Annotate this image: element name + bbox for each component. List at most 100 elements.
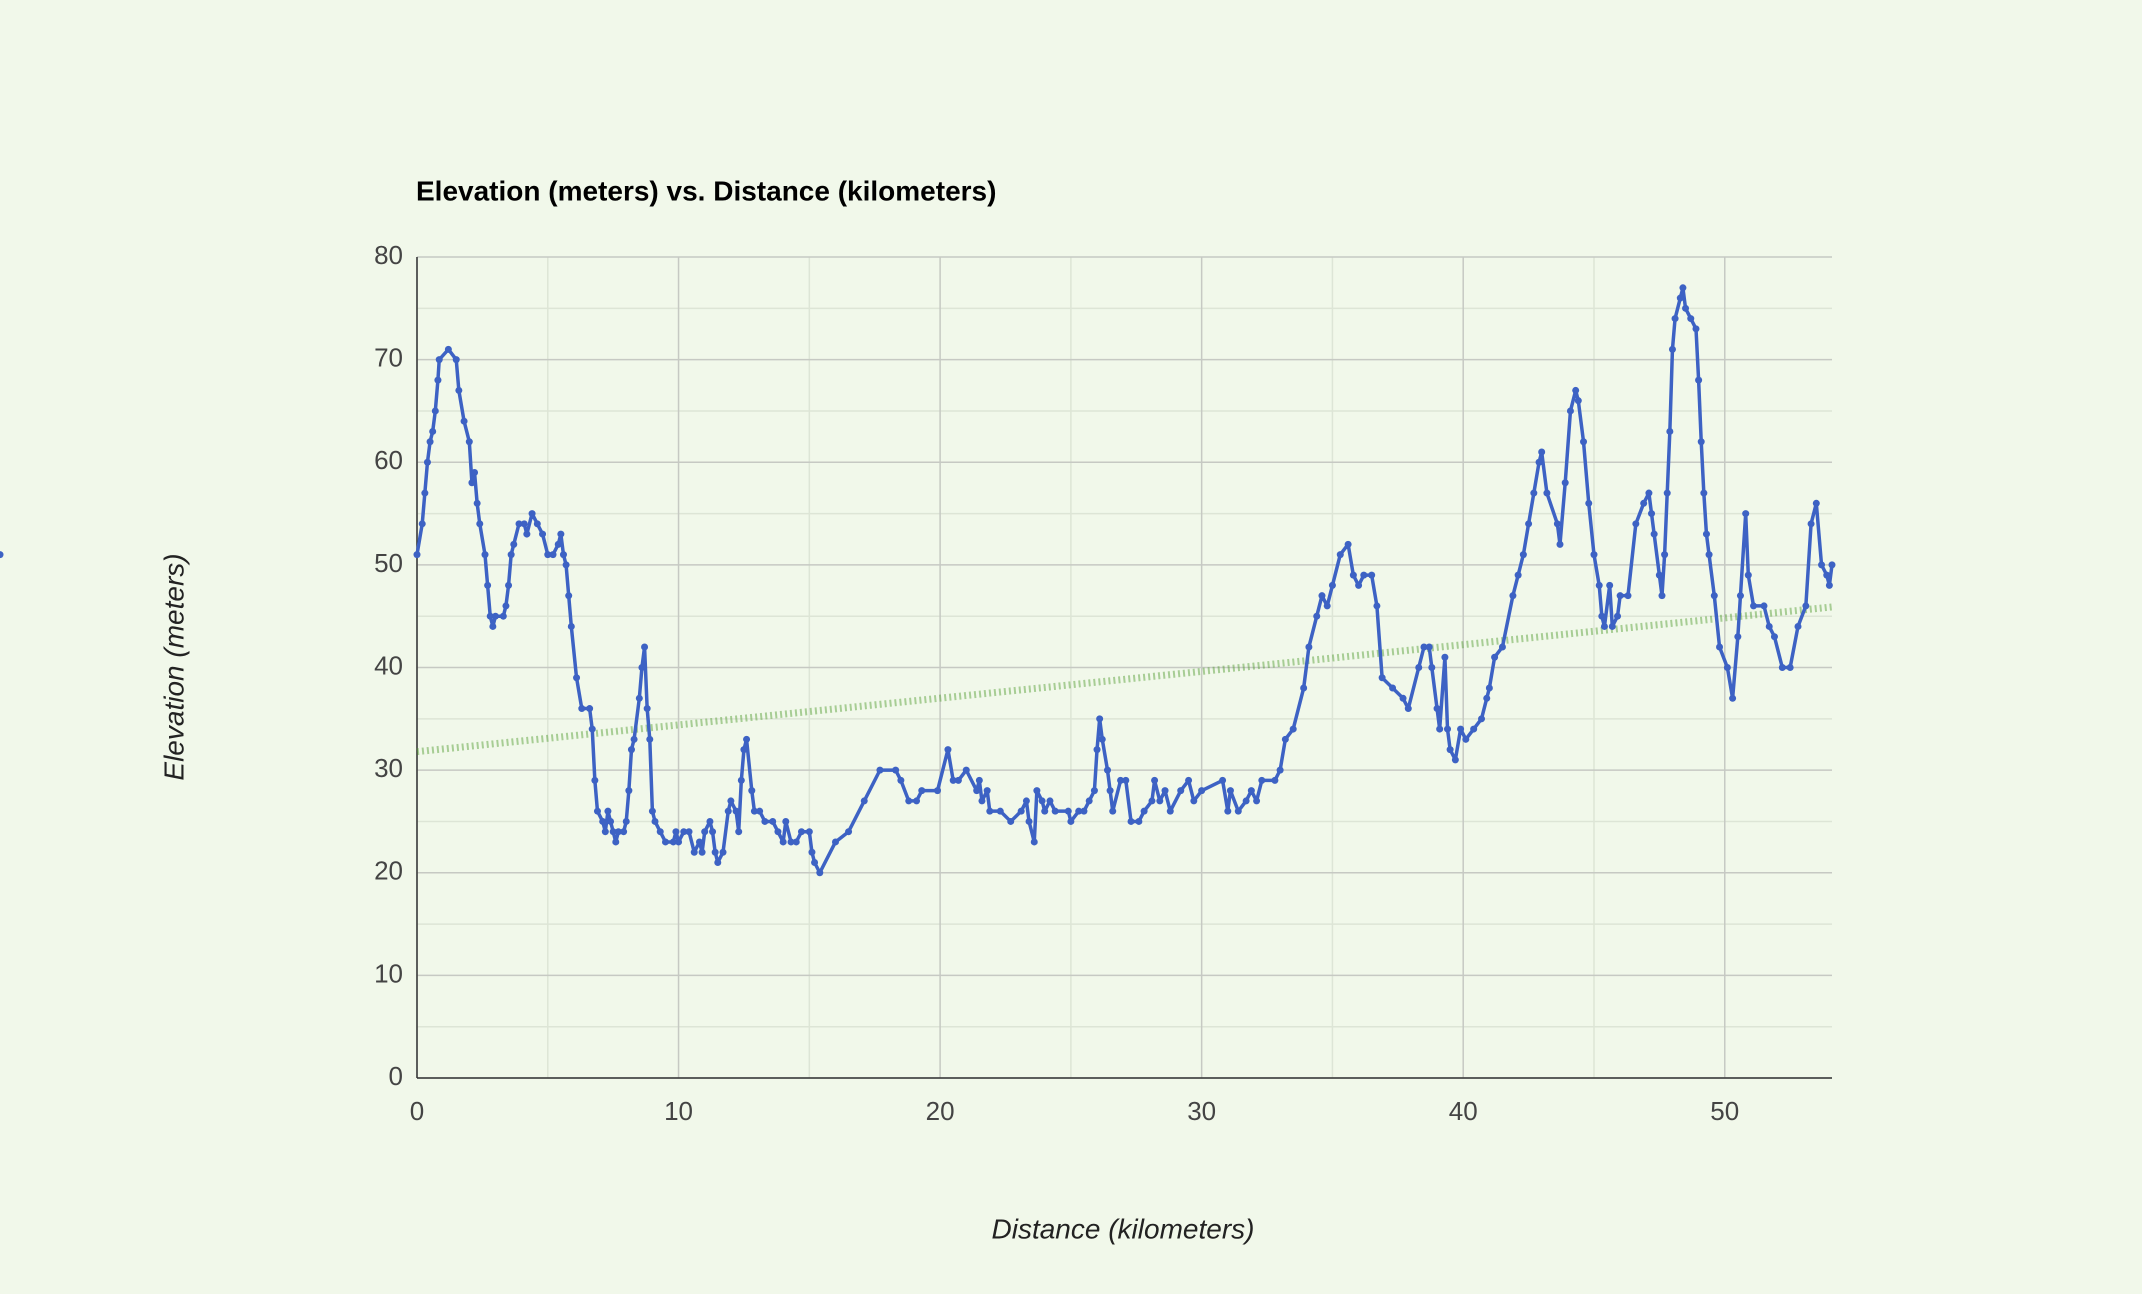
data-point	[1616, 592, 1624, 600]
data-point	[1030, 838, 1038, 846]
data-point	[489, 622, 497, 630]
data-point	[1734, 633, 1742, 641]
data-point	[418, 520, 426, 528]
data-point	[578, 705, 586, 713]
data-point	[481, 551, 489, 559]
data-point	[1033, 787, 1041, 795]
data-point	[737, 776, 745, 784]
data-point	[599, 817, 607, 825]
data-point	[1818, 561, 1826, 569]
data-point	[1177, 787, 1185, 795]
data-point	[1025, 817, 1033, 825]
data-point	[1017, 807, 1025, 815]
x-tick-label: 50	[1710, 1096, 1739, 1126]
data-point	[549, 551, 557, 559]
data-point	[1098, 735, 1106, 743]
data-point	[444, 345, 452, 353]
data-point	[735, 828, 743, 836]
data-point	[627, 746, 635, 754]
data-point	[1598, 612, 1606, 620]
data-point	[1140, 807, 1148, 815]
data-point	[1051, 807, 1059, 815]
data-point	[1344, 540, 1352, 548]
data-point	[672, 828, 680, 836]
y-tick-label: 20	[374, 856, 403, 886]
data-point	[1702, 530, 1710, 538]
data-point	[1080, 807, 1088, 815]
data-point	[1258, 776, 1266, 784]
data-point	[1640, 499, 1648, 507]
data-point	[452, 356, 460, 364]
data-point	[996, 807, 1004, 815]
data-point	[933, 787, 941, 795]
data-point	[1420, 643, 1428, 651]
data-point	[1103, 766, 1111, 774]
trendline	[416, 603, 1833, 756]
data-point	[476, 520, 484, 528]
data-point	[612, 838, 620, 846]
data-point	[656, 828, 664, 836]
data-point	[973, 787, 981, 795]
data-point	[811, 858, 819, 866]
data-point	[486, 612, 494, 620]
data-point	[1038, 797, 1046, 805]
data-point	[808, 848, 816, 856]
data-point	[1404, 705, 1412, 713]
data-point	[1313, 612, 1321, 620]
data-point	[1075, 807, 1083, 815]
data-point	[565, 592, 573, 600]
data-point	[787, 838, 795, 846]
data-point	[1470, 725, 1478, 733]
y-tick-label: 40	[374, 650, 403, 680]
data-point	[1538, 448, 1546, 456]
data-point	[913, 797, 921, 805]
data-point	[831, 838, 839, 846]
data-point	[426, 438, 434, 446]
data-point	[918, 787, 926, 795]
data-point	[520, 520, 528, 528]
data-point	[604, 807, 612, 815]
data-point	[567, 622, 575, 630]
x-tick-label: 10	[664, 1096, 693, 1126]
data-point	[816, 869, 824, 877]
data-point	[805, 828, 813, 836]
data-point	[690, 848, 698, 856]
data-point	[1093, 746, 1101, 754]
data-point	[761, 817, 769, 825]
data-point	[1318, 592, 1326, 600]
data-point	[1590, 551, 1598, 559]
data-point	[1300, 684, 1308, 692]
data-point	[1485, 684, 1493, 692]
data-point	[1823, 571, 1831, 579]
data-point	[1614, 612, 1622, 620]
data-point	[1166, 807, 1174, 815]
data-point	[515, 520, 523, 528]
data-point	[732, 807, 740, 815]
y-tick-label: 10	[374, 958, 403, 988]
data-point	[743, 735, 751, 743]
x-tick-label: 40	[1449, 1096, 1478, 1126]
data-point	[1624, 592, 1632, 600]
data-point	[1022, 797, 1030, 805]
data-point	[727, 797, 735, 805]
data-point	[661, 838, 669, 846]
data-point	[421, 489, 429, 497]
data-point	[1695, 376, 1703, 384]
data-point	[429, 427, 437, 435]
data-point	[523, 530, 531, 538]
data-point	[709, 828, 717, 836]
data-point	[1067, 817, 1075, 825]
data-point	[1190, 797, 1198, 805]
data-point	[892, 766, 900, 774]
data-point	[1509, 592, 1517, 600]
data-point	[1425, 643, 1433, 651]
data-point	[897, 776, 905, 784]
data-point	[1271, 776, 1279, 784]
data-point	[1041, 807, 1049, 815]
data-point	[1156, 797, 1164, 805]
data-point	[750, 807, 758, 815]
data-point	[1289, 725, 1297, 733]
data-point	[502, 602, 510, 610]
data-point	[510, 540, 518, 548]
x-tick-label: 0	[410, 1096, 424, 1126]
